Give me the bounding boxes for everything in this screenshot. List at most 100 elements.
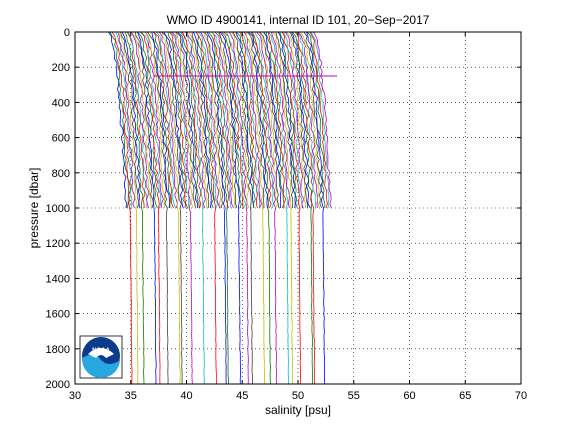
profile-line [226,31,247,209]
profile-line [111,31,133,385]
profile-line [171,31,193,385]
profile-line [121,31,141,209]
logo-wave [81,354,120,379]
logo-text: NOAA [92,348,110,354]
profile-line [251,31,272,209]
profile-line [283,31,303,209]
profile-line [294,31,316,385]
x-tick-label: 40 [180,390,192,402]
profile-line [248,31,268,209]
x-tick-label: 50 [292,390,304,402]
profile-line [284,31,305,209]
profile-line [289,31,308,208]
profile-line [240,31,261,209]
profile-line [313,31,332,209]
profile-line [263,31,282,209]
profile-line [158,31,178,209]
profile-line [279,31,298,209]
profile-line [169,31,188,209]
x-tick-label: 45 [236,390,248,402]
profile-line [175,31,196,209]
profile-line [108,31,128,209]
profile-line [192,31,212,209]
profile-line [214,31,234,209]
profile-line [140,31,161,385]
profile-line [195,31,217,385]
profile-line [127,31,148,209]
profile-line [153,31,174,209]
profile-line [147,31,169,385]
profile-line [117,31,139,385]
profile-line [182,31,202,209]
y-tick-label: 400 [52,97,70,109]
x-tick-label: 65 [459,390,471,402]
profile-line [310,31,330,209]
profile-line [259,31,280,209]
profile-line [156,31,176,209]
x-tick-label: 60 [403,390,415,402]
profile-line [277,31,296,209]
profile-line [131,31,152,209]
profile-line [163,31,184,209]
y-tick-label: 1600 [46,309,70,321]
x-tick-label: 35 [125,390,137,402]
x-tick-label: 70 [515,390,527,402]
profile-line [167,31,186,209]
profile-line [180,31,200,209]
profile-line [268,31,290,385]
profile-line [246,31,265,209]
profile-line [235,31,255,209]
profile-lines [108,31,338,385]
profile-line [281,31,302,385]
profile-line [228,31,249,385]
x-tick-label: 55 [348,390,360,402]
profile-line [217,31,236,209]
profile-line [297,31,319,209]
profile-line [292,31,314,385]
noaa-logo: NOAA [79,335,123,379]
profile-line [161,31,183,385]
profile-line [250,31,271,385]
y-tick-label: 1800 [46,344,70,356]
profile-line [211,31,232,209]
x-axis-label: salinity [psu] [265,403,331,417]
profile-line [117,31,136,209]
profile-line [306,31,326,209]
profile-line [271,31,290,209]
profile-line [245,31,265,384]
profile-line [309,31,328,209]
profile-line [120,31,140,209]
chart-title: WMO ID 4900141, internal ID 101, 20−Sep−… [167,13,430,27]
y-tick-label: 1400 [46,273,70,285]
y-tick-label: 0 [64,27,70,39]
y-tick-label: 600 [52,133,70,145]
profile-line [161,31,181,385]
x-tick-label: 30 [69,390,81,402]
profile-line [286,31,307,209]
profile-line [188,31,208,209]
grid-lines [75,32,521,384]
profile-line [115,31,133,209]
profile-line [140,31,162,209]
profile-line [243,31,262,209]
profile-line [170,31,190,209]
profile-line [272,31,294,385]
profile-line [195,31,214,209]
profile-line [211,31,230,209]
profile-line [232,31,253,385]
profile-line [235,31,256,209]
y-tick-label: 1000 [46,203,70,215]
profile-line [186,31,206,209]
profile-line [231,31,250,209]
logo-bird [88,348,114,358]
profile-line [134,31,154,209]
y-tick-label: 200 [52,62,70,74]
profile-line [174,31,194,209]
profile-line [185,31,205,385]
profile-line [254,31,274,209]
y-tick-label: 1200 [46,238,70,250]
profile-line [265,31,285,209]
profile-line [126,31,146,209]
profile-line [124,31,145,385]
